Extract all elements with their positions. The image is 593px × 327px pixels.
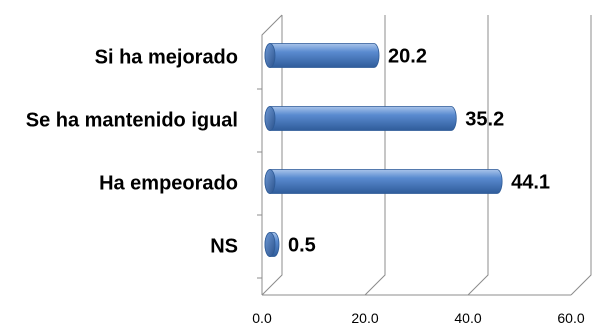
bar-cap <box>264 106 276 131</box>
category-label: Se ha mantenido igual <box>26 110 238 132</box>
bar <box>264 106 457 131</box>
bar-cap <box>264 169 276 194</box>
bar <box>264 43 380 68</box>
value-label: 35.2 <box>465 109 504 131</box>
value-label: 44.1 <box>511 172 550 194</box>
x-tick-label: 60.0 <box>557 310 584 326</box>
x-tick-label: 40.0 <box>454 310 481 326</box>
value-labels: 20.2 35.2 44.1 0.5 <box>288 46 550 257</box>
x-tick-label: 0.0 <box>252 310 272 326</box>
category-label: Si ha mejorado <box>95 47 238 69</box>
value-label: 0.5 <box>288 235 316 257</box>
bar-cap <box>264 43 276 68</box>
gridline <box>364 15 386 296</box>
bar <box>264 169 503 194</box>
gridline <box>261 15 283 296</box>
x-axis-ticks: 0.0 20.0 40.0 60.0 <box>252 310 585 326</box>
gridline <box>467 15 489 296</box>
x-tick-label: 20.0 <box>351 310 378 326</box>
y-axis-line <box>261 14 283 295</box>
category-label: Ha empeorado <box>99 173 238 195</box>
bar-cap <box>264 232 276 257</box>
gridline <box>570 15 592 296</box>
bars <box>264 43 503 257</box>
category-labels: Si ha mejorado Se ha mantenido igual Ha em… <box>26 47 238 258</box>
axes <box>257 14 571 296</box>
category-label: NS <box>210 236 238 258</box>
gridlines <box>261 15 592 296</box>
value-label: 20.2 <box>388 46 427 68</box>
